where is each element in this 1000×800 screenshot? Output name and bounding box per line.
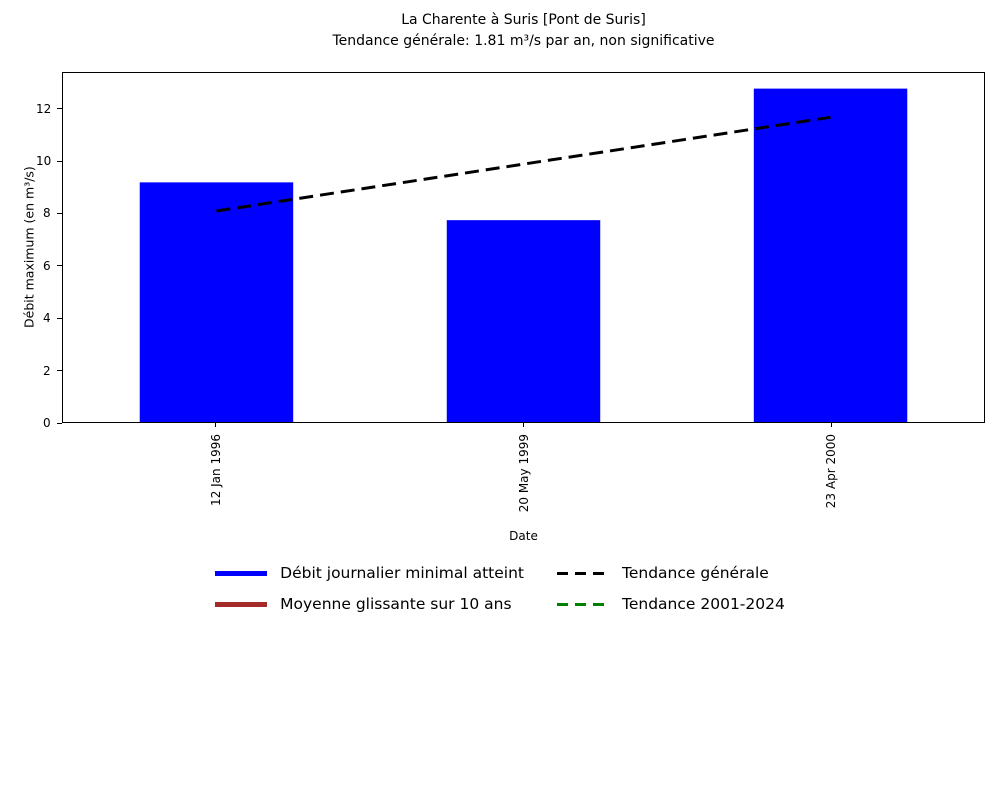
legend-column-left: Débit journalier minimal atteint Moyenne… bbox=[215, 563, 524, 614]
legend-label-tendance-2001-2024: Tendance 2001-2024 bbox=[622, 595, 785, 613]
y-tick-mark bbox=[57, 370, 62, 372]
x-tick-mark bbox=[830, 423, 832, 427]
x-tick-mark bbox=[215, 423, 217, 427]
legend-black-dashed-line-icon bbox=[557, 571, 610, 575]
legend-item-debit-journalier: Débit journalier minimal atteint bbox=[215, 563, 524, 583]
x-tick-label: 12 Jan 1996 bbox=[208, 434, 223, 506]
legend-item-tendance-generale: Tendance générale bbox=[557, 563, 785, 583]
x-tick-mark bbox=[523, 423, 524, 427]
chart-title: La Charente à Suris [Pont de Suris] Tend… bbox=[62, 10, 985, 52]
x-tick-label: 23 Apr 2000 bbox=[824, 434, 839, 509]
plot-canvas bbox=[139, 88, 908, 422]
y-tick-mark bbox=[57, 212, 62, 214]
x-axis-label: Date bbox=[509, 529, 538, 543]
legend-item-tendance-2001-2024: Tendance 2001-2024 bbox=[557, 594, 785, 614]
y-tick-label: 10 bbox=[36, 154, 52, 169]
y-tick-mark bbox=[57, 108, 62, 110]
chart-title-line1: La Charente à Suris [Pont de Suris] bbox=[401, 12, 646, 28]
legend-label-moyenne-glissante: Moyenne glissante sur 10 ans bbox=[280, 595, 512, 613]
legend-label-debit-journalier: Débit journalier minimal atteint bbox=[280, 564, 525, 582]
legend-blue-line-icon bbox=[215, 570, 268, 576]
y-tick-label: 12 bbox=[36, 101, 52, 116]
legend-item-moyenne-glissante: Moyenne glissante sur 10 ans bbox=[215, 594, 524, 614]
y-tick-mark bbox=[57, 317, 62, 319]
y-tick-label: 4 bbox=[43, 311, 51, 326]
x-tick-label: 20 May 1999 bbox=[516, 434, 531, 513]
y-tick-label: 6 bbox=[43, 258, 51, 273]
legend-column-right: Tendance générale Tendance 2001-2024 bbox=[557, 563, 785, 614]
y-tick-mark bbox=[57, 265, 62, 267]
bar bbox=[446, 220, 601, 422]
y-tick-label: 2 bbox=[43, 363, 51, 378]
chart-title-line2: Tendance générale: 1.81 m³/s par an, non… bbox=[332, 33, 715, 49]
trend-line-general bbox=[216, 115, 831, 213]
y-tick-mark bbox=[57, 160, 62, 162]
legend-label-tendance-generale: Tendance générale bbox=[622, 564, 769, 582]
plot-area bbox=[62, 72, 985, 423]
y-tick-label: 0 bbox=[43, 416, 51, 430]
bar bbox=[753, 88, 908, 422]
y-tick-label: 8 bbox=[43, 206, 51, 221]
legend: Débit journalier minimal atteint Moyenne… bbox=[0, 563, 1000, 614]
y-tick-mark bbox=[57, 422, 62, 424]
legend-green-dashed-line-icon bbox=[557, 602, 610, 606]
legend-brown-line-icon bbox=[215, 601, 268, 607]
y-axis-label: Débit maximum (en m³/s) bbox=[21, 166, 37, 329]
bar bbox=[139, 182, 294, 422]
